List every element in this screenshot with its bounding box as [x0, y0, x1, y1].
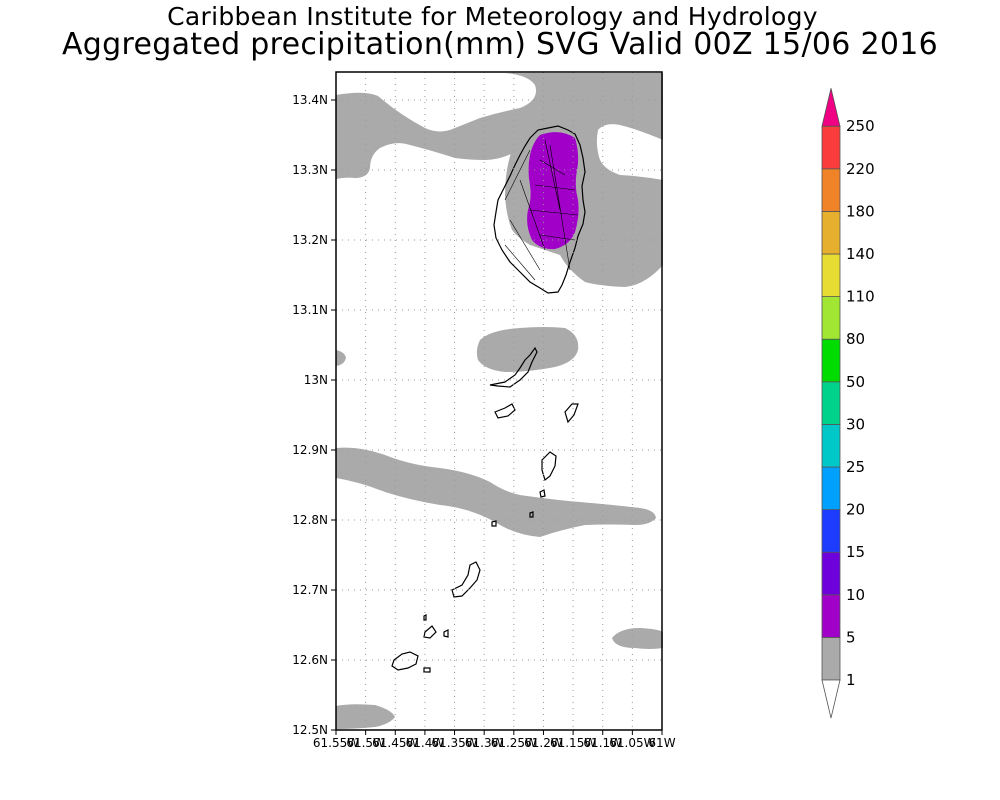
lat-tick-label: 13.3N [292, 163, 328, 177]
coastline-carriacou [451, 561, 481, 598]
colorbar-segment [821, 423, 841, 468]
lon-tick-label: 61.55W [313, 736, 359, 750]
lat-tick-label: 13.2N [292, 233, 328, 247]
lon-tick-label: 61.35W [431, 736, 477, 750]
coastline-st-vincent [493, 125, 586, 294]
coastline-bequia [489, 346, 538, 388]
precip-area-vincent [476, 327, 579, 372]
lat-tick-label: 13.1N [292, 303, 328, 317]
coastline-small-isle-a [423, 625, 437, 639]
colorbar-segment [821, 594, 841, 638]
chart-title-product: Aggregated precipitation(mm) SVG Valid 0… [61, 27, 939, 62]
lon-tick-label: 61W [648, 736, 675, 750]
lon-tick-label: 61.25W [491, 736, 537, 750]
colorbar-segment [821, 168, 841, 212]
coastline-mustique [494, 403, 516, 419]
colorbar-segment [821, 551, 841, 596]
lat-tick-label: 12.6N [292, 653, 328, 667]
colorbar-level-label: 10 [846, 586, 865, 604]
longitude-axis: 61.55W61.5W61.45W61.4W61.35W61.3W61.25W6… [313, 730, 676, 750]
colorbar-level-label: 5 [846, 628, 856, 646]
colorbar-segment [821, 296, 841, 340]
basin-lines [504, 139, 579, 281]
coastline-cay-a [539, 489, 546, 498]
colorbar-segment [821, 210, 841, 255]
coastline-cay-b [529, 511, 534, 518]
colorbar-level-label: 140 [846, 245, 875, 263]
coastline-cay-c [491, 520, 497, 527]
coastline-canouan [564, 403, 579, 424]
colorbar-segment [821, 637, 841, 681]
colorbar-bottom-triangle [821, 679, 841, 719]
coastline-small-isle-b [443, 629, 449, 638]
lon-tick-label: 61.1W [583, 736, 622, 750]
colorbar-segment [821, 509, 841, 553]
colorbar-level-label: 220 [846, 160, 875, 178]
colorbar-level-label: 80 [846, 330, 865, 348]
lon-tick-label: 61.5W [346, 736, 385, 750]
precip-area-southwest [336, 704, 395, 729]
lon-tick-label: 61.3W [465, 736, 504, 750]
colorbar-level-label: 250 [846, 117, 875, 135]
precip-5-10-area [527, 132, 579, 250]
colorbar-segment [821, 381, 841, 425]
precip-area-southeast [612, 628, 663, 649]
coastlines [391, 125, 586, 673]
lon-tick-label: 61.4W [406, 736, 445, 750]
lon-tick-label: 61.15W [550, 736, 596, 750]
colorbar-level-label: 20 [846, 501, 865, 519]
colorbar-level-label: 25 [846, 458, 865, 476]
lon-tick-label: 61.05W [609, 736, 655, 750]
precip-area-small-west [336, 350, 346, 366]
colorbar-level-label: 1 [846, 671, 856, 689]
colorbar-level-label: 30 [846, 415, 865, 433]
colorbar-level-label: 15 [846, 543, 865, 561]
precip-area-band [336, 447, 656, 537]
colorbar-segment [821, 338, 841, 383]
colorbar-level-label: 180 [846, 202, 875, 220]
lat-tick-label: 12.8N [292, 513, 328, 527]
colorbar-level-label: 110 [846, 288, 875, 306]
lat-tick-label: 13N [304, 373, 328, 387]
lon-tick-label: 61.45W [372, 736, 418, 750]
precip-1-5-areas [336, 73, 663, 729]
latitude-axis: 13.4N 13.3N 13.2N 13.1N 13N 12.9N 12.8N 12.7N 12… [292, 93, 336, 737]
coastline-small-isle-d [423, 667, 431, 673]
plot-frame [335, 71, 663, 731]
coastline-small-isle-c [423, 614, 427, 621]
lat-tick-label: 12.9N [292, 443, 328, 457]
lon-tick-label: 61.2W [524, 736, 563, 750]
lat-tick-label: 13.4N [292, 93, 328, 107]
chart-title-institute: Caribbean Institute for Meteorology and … [167, 2, 818, 31]
colorbar-segment [821, 125, 841, 170]
colorbar-level-label: 50 [846, 373, 865, 391]
colorbar-top-triangle [821, 88, 841, 127]
lat-tick-label: 12.5N [292, 723, 328, 737]
coastline-union-isle [541, 451, 557, 482]
coastline-petite-martinique [391, 651, 419, 671]
colorbar-segment [821, 466, 841, 510]
lat-tick-label: 12.7N [292, 583, 328, 597]
precip-area-north [336, 73, 663, 287]
map-grid [336, 72, 662, 731]
colorbar-segment [821, 253, 841, 297]
